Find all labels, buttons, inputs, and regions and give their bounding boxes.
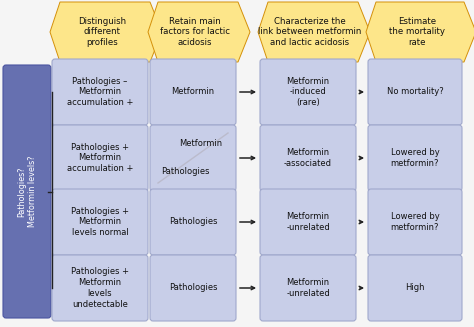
Text: Retain main
factors for lactic
acidosis: Retain main factors for lactic acidosis bbox=[160, 17, 230, 47]
Polygon shape bbox=[50, 2, 162, 62]
Text: Metformin
-unrelated: Metformin -unrelated bbox=[286, 278, 330, 298]
Polygon shape bbox=[258, 2, 370, 62]
FancyBboxPatch shape bbox=[368, 255, 462, 321]
Text: Pathologies: Pathologies bbox=[169, 284, 217, 292]
FancyBboxPatch shape bbox=[260, 189, 356, 255]
Text: Pathologies +
Metformin
levels
undetectable: Pathologies + Metformin levels undetecta… bbox=[71, 267, 129, 309]
Text: Pathologies?
Metformin levels?: Pathologies? Metformin levels? bbox=[17, 156, 37, 227]
FancyBboxPatch shape bbox=[150, 59, 236, 125]
FancyBboxPatch shape bbox=[150, 125, 236, 191]
Text: Pathologies +
Metformin
levels normal: Pathologies + Metformin levels normal bbox=[71, 207, 129, 237]
Text: Pathologies: Pathologies bbox=[161, 167, 209, 177]
FancyBboxPatch shape bbox=[52, 125, 148, 191]
FancyBboxPatch shape bbox=[260, 125, 356, 191]
Polygon shape bbox=[148, 2, 250, 62]
Text: Lowered by
metformin?: Lowered by metformin? bbox=[391, 148, 439, 168]
FancyBboxPatch shape bbox=[260, 255, 356, 321]
FancyBboxPatch shape bbox=[150, 255, 236, 321]
Text: Estimate
the mortality
rate: Estimate the mortality rate bbox=[389, 17, 445, 47]
Text: Pathologies +
Metformin
accumulation +: Pathologies + Metformin accumulation + bbox=[67, 143, 133, 173]
FancyBboxPatch shape bbox=[368, 189, 462, 255]
Text: Pathologies –
Metformin
accumulation +: Pathologies – Metformin accumulation + bbox=[67, 77, 133, 107]
Text: Metformin
-induced
(rare): Metformin -induced (rare) bbox=[286, 77, 329, 107]
Polygon shape bbox=[366, 2, 474, 62]
Text: No mortality?: No mortality? bbox=[387, 88, 443, 96]
Text: Metformin
-unrelated: Metformin -unrelated bbox=[286, 212, 330, 232]
Text: Lowered by
metformin?: Lowered by metformin? bbox=[391, 212, 439, 232]
FancyBboxPatch shape bbox=[260, 59, 356, 125]
FancyBboxPatch shape bbox=[368, 125, 462, 191]
Text: Metformin
-associated: Metformin -associated bbox=[284, 148, 332, 168]
FancyBboxPatch shape bbox=[368, 59, 462, 125]
Text: Distinguish
different
profiles: Distinguish different profiles bbox=[78, 17, 126, 47]
Text: Metformin: Metformin bbox=[180, 140, 223, 148]
Text: Characterize the
link between metformin
and lactic acidosis: Characterize the link between metformin … bbox=[258, 17, 362, 47]
FancyBboxPatch shape bbox=[52, 189, 148, 255]
FancyBboxPatch shape bbox=[52, 59, 148, 125]
Text: High: High bbox=[405, 284, 425, 292]
FancyBboxPatch shape bbox=[3, 65, 51, 318]
Text: Metformin: Metformin bbox=[172, 88, 215, 96]
Text: Pathologies: Pathologies bbox=[169, 217, 217, 227]
FancyBboxPatch shape bbox=[52, 255, 148, 321]
FancyBboxPatch shape bbox=[150, 189, 236, 255]
